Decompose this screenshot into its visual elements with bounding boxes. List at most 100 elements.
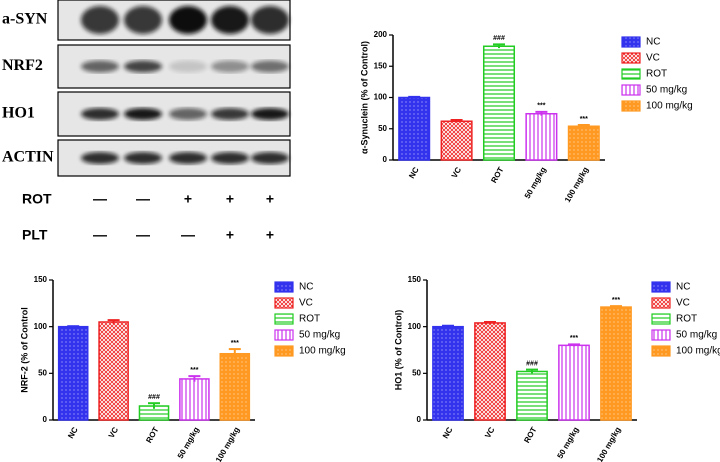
treatment-sign: + xyxy=(184,191,192,207)
legend-label: 100 mg/kg xyxy=(299,346,346,357)
blot-band xyxy=(251,152,289,164)
legend-label: NC xyxy=(676,282,690,293)
legend-swatch xyxy=(651,297,671,309)
bar xyxy=(600,306,632,421)
y-axis-label: α-Synuclein (% of Control) xyxy=(359,41,369,154)
annotation: *** xyxy=(570,335,578,342)
annotation: ### xyxy=(493,35,505,42)
x-tick-label: ROT xyxy=(522,425,538,444)
treatment-sign: — xyxy=(93,191,107,207)
treatment-sign: + xyxy=(266,227,274,243)
bar xyxy=(558,344,590,421)
y-tick-label: 150 xyxy=(408,275,422,284)
x-tick-label: 100 mg/kg xyxy=(595,425,622,462)
treatment-sign: — xyxy=(181,227,195,243)
y-tick-label: 50 xyxy=(412,368,421,377)
treatment-sign: + xyxy=(226,191,234,207)
legend-label: 50 mg/kg xyxy=(299,330,340,341)
blot-band xyxy=(81,152,119,164)
x-tick-label: 100 mg/kg xyxy=(563,165,590,203)
blot-band xyxy=(169,6,207,34)
legend-label: 50 mg/kg xyxy=(676,330,717,341)
legend-label: ROT xyxy=(299,314,320,325)
legend-label: 50 mg/kg xyxy=(646,85,687,96)
bar xyxy=(57,325,89,421)
x-tick-label: 100 mg/kg xyxy=(214,425,241,462)
annotation: *** xyxy=(537,103,545,110)
legend-label: ROT xyxy=(676,314,697,325)
y-tick-label: 100 xyxy=(34,322,48,331)
treatment-sign: + xyxy=(266,191,274,207)
treatment-sign: — xyxy=(93,227,107,243)
legend-swatch xyxy=(274,345,294,357)
legend-label: NC xyxy=(646,37,660,48)
band-label: HO1 xyxy=(2,105,35,122)
x-tick-label: ROT xyxy=(489,165,505,184)
legend-label: NC xyxy=(299,282,313,293)
y-tick-label: 50 xyxy=(38,368,47,377)
x-tick-label: VC xyxy=(483,425,496,439)
annotation: *** xyxy=(231,340,239,347)
bar xyxy=(525,113,558,161)
annotation: ### xyxy=(148,394,160,401)
blot-band xyxy=(124,152,162,164)
annotation: *** xyxy=(612,297,620,304)
x-tick-label: 50 mg/kg xyxy=(523,165,548,200)
x-tick-label: VC xyxy=(107,425,120,439)
blot-band xyxy=(211,108,249,120)
legend-swatch xyxy=(621,36,641,48)
legend-swatch xyxy=(651,313,671,325)
treatment-label: ROT xyxy=(22,191,52,207)
bar xyxy=(516,370,548,421)
x-tick-label: NC xyxy=(441,425,455,440)
y-tick-label: 0 xyxy=(417,415,422,424)
blot-band xyxy=(81,60,119,73)
y-axis-label: NRF-2 (% of Control xyxy=(19,307,29,393)
bar xyxy=(398,96,431,161)
blot-band xyxy=(211,152,249,164)
blot-band xyxy=(124,60,162,73)
legend-swatch xyxy=(621,84,641,96)
blot-band xyxy=(81,6,119,34)
blot-band xyxy=(169,152,207,164)
bar xyxy=(432,325,464,421)
x-tick-label: 50 mg/kg xyxy=(176,425,201,460)
treatment-sign: — xyxy=(136,227,150,243)
legend-swatch xyxy=(651,345,671,357)
band-label: a-SYN xyxy=(2,11,48,28)
y-tick-label: 100 xyxy=(374,93,388,102)
blot-band xyxy=(251,6,289,34)
treatment-label: PLT xyxy=(22,227,48,243)
blot-band xyxy=(124,6,162,34)
y-tick-label: 150 xyxy=(34,275,48,284)
band-label: NRF2 xyxy=(2,57,43,74)
y-tick-label: 50 xyxy=(378,124,387,133)
annotation: *** xyxy=(190,367,198,374)
x-tick-label: ROT xyxy=(144,425,160,444)
blot-band xyxy=(251,60,289,73)
legend-swatch xyxy=(274,329,294,341)
x-tick-label: NC xyxy=(407,165,421,180)
legend-label: VC xyxy=(676,298,690,309)
bar xyxy=(567,125,600,161)
legend-label: VC xyxy=(646,53,660,64)
bar xyxy=(179,378,210,421)
treatment-sign: + xyxy=(226,227,234,243)
legend-label: 100 mg/kg xyxy=(646,101,693,112)
blot-band xyxy=(211,60,249,73)
blot-band xyxy=(169,108,207,120)
band-label: ACTIN xyxy=(2,149,54,166)
legend-swatch xyxy=(651,281,671,293)
legend-swatch xyxy=(274,297,294,309)
legend-swatch xyxy=(651,329,671,341)
bar xyxy=(440,120,473,161)
legend-swatch xyxy=(621,100,641,112)
y-tick-label: 200 xyxy=(374,30,388,39)
y-tick-label: 0 xyxy=(43,415,48,424)
y-tick-label: 150 xyxy=(374,61,388,70)
legend-swatch xyxy=(274,313,294,325)
legend-label: ROT xyxy=(646,69,667,80)
x-tick-label: VC xyxy=(450,165,463,179)
bar xyxy=(482,45,516,161)
